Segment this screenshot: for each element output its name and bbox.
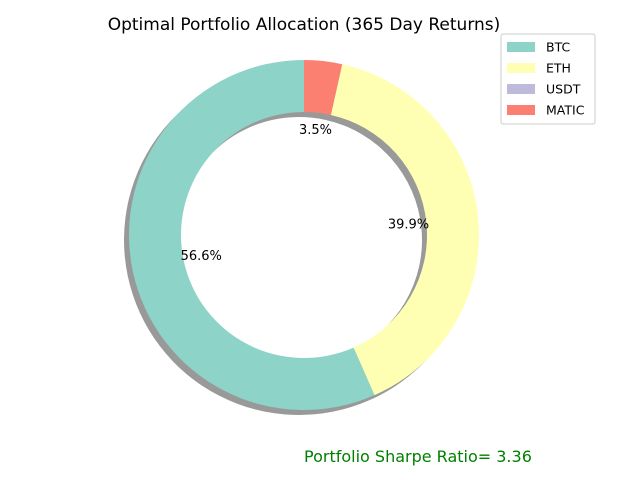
legend-frame	[500, 33, 596, 125]
legend-swatch-eth	[507, 63, 535, 73]
legend-label-matic: MATIC	[546, 103, 585, 118]
slice-label-eth: 39.9%	[388, 217, 429, 232]
legend-label-btc: BTC	[546, 40, 570, 55]
legend-label-eth: ETH	[546, 61, 571, 76]
slice-label-btc: 56.6%	[181, 249, 222, 264]
legend-swatch-usdt	[507, 84, 535, 94]
sharpe-ratio-annotation: Portfolio Sharpe Ratio= 3.36	[304, 447, 532, 466]
legend-swatch-btc	[507, 42, 535, 52]
legend-swatch-matic	[507, 105, 535, 115]
legend-label-usdt: USDT	[546, 82, 581, 97]
slice-eth	[330, 64, 480, 396]
slice-label-matic: 3.5%	[299, 123, 332, 138]
chart-title: Optimal Portfolio Allocation (365 Day Re…	[108, 15, 501, 35]
slice-btc	[129, 60, 375, 410]
legend: BTC ETH USDT MATIC	[500, 33, 596, 125]
donut-chart	[129, 60, 480, 410]
slice-matic	[304, 60, 343, 115]
percentage-labels: 56.6% 39.9% 3.5%	[181, 123, 430, 264]
